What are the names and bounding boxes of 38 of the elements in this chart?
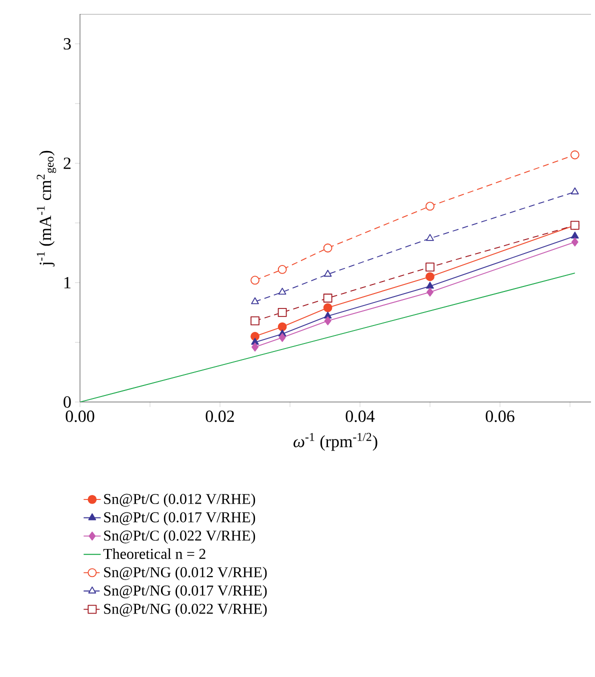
point: [278, 265, 287, 274]
point: [426, 202, 434, 211]
point: [323, 303, 332, 312]
text: 0.00: [66, 410, 94, 422]
y-axis-title: j$^{-1}$ (mA$^{-1}$ cm$^{2}$$_{geo}$): [36, 150, 56, 266]
point: [570, 232, 579, 238]
legend-label: Sn@Pt/NG (0.012 V/RHE): [104, 566, 267, 580]
x-tick-label: 0.06: [486, 410, 514, 422]
point: [324, 270, 332, 277]
point: [426, 272, 434, 282]
legend-label: Theoretical n = 2: [103, 548, 206, 559]
point: [252, 342, 258, 352]
x-tick-label: 0.02: [206, 410, 234, 422]
y-tick-label: 3: [64, 38, 71, 50]
x-axis-title: ω$^{-1}$ (rpm$^{-1/2}$): [294, 432, 378, 451]
y-tick-label: 1: [64, 276, 70, 288]
y-tick-label: 2: [64, 158, 71, 169]
y-tick-label: 0: [64, 396, 71, 408]
point: [250, 276, 260, 285]
point: [426, 234, 434, 241]
legend-label: Sn@Pt/NG (0.022 V/RHE): [104, 603, 267, 617]
legend-label: Sn@Pt/NG (0.017 V/RHE): [104, 585, 267, 599]
legend-label: Sn@Pt/C (0.012 V/RHE): [104, 494, 256, 508]
legend-label: Sn@Pt/C (0.017 V/RHE): [104, 512, 256, 526]
point: [324, 316, 332, 326]
point: [571, 238, 578, 246]
point: [251, 297, 259, 304]
legend-label: Sn@Pt/C (0.022 V/RHE): [104, 530, 256, 544]
point: [570, 150, 580, 160]
point: [426, 288, 434, 297]
point: [278, 333, 286, 342]
point: [323, 244, 332, 252]
point: [278, 322, 287, 332]
point: [426, 282, 434, 289]
point: [278, 288, 286, 295]
point: [323, 294, 332, 303]
x-tick-label: 0.04: [346, 410, 375, 422]
point: [570, 187, 579, 194]
